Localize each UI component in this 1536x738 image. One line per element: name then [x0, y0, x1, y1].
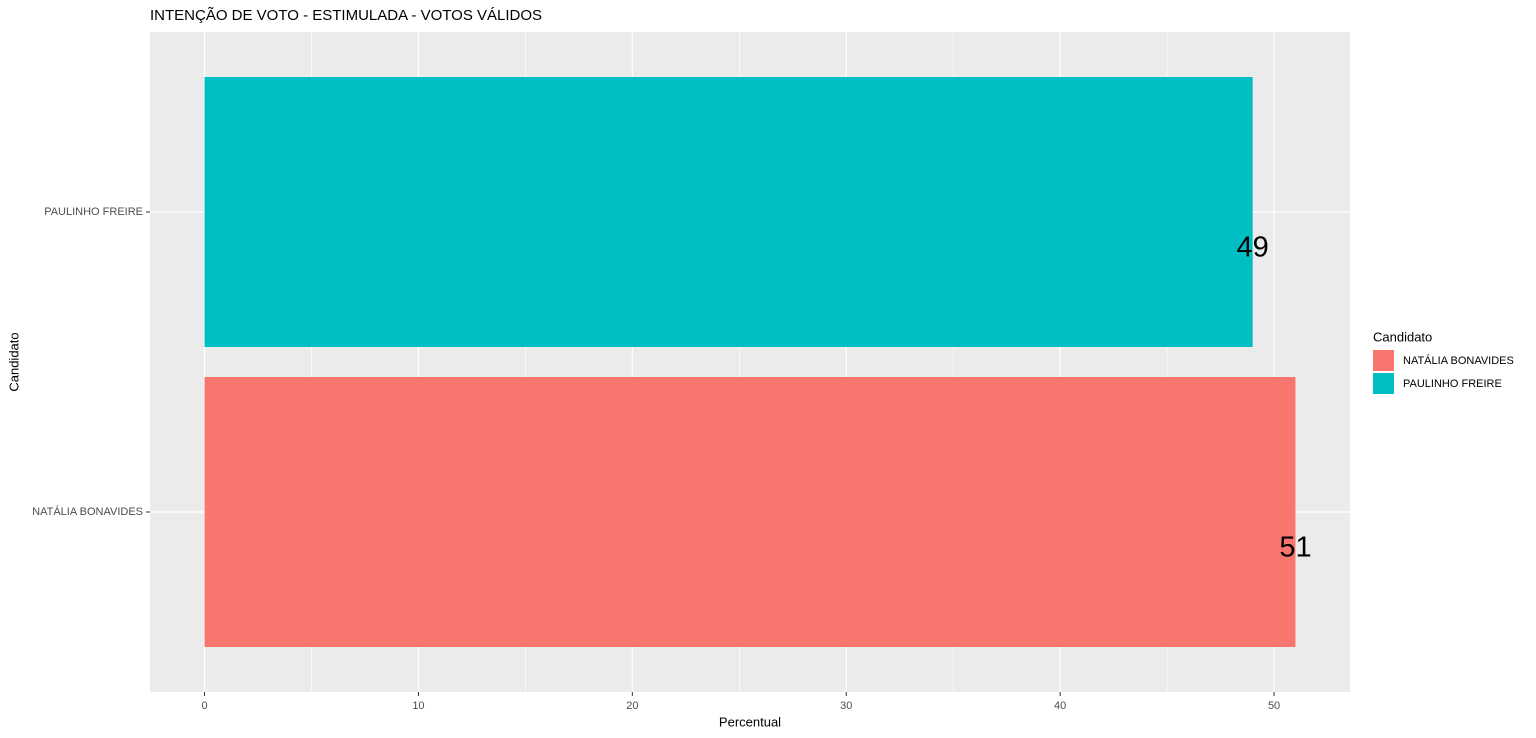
x-tick-label: 50 — [1268, 700, 1280, 712]
x-tick-label: 0 — [201, 700, 207, 712]
bar — [204, 377, 1296, 647]
bar — [204, 77, 1253, 347]
x-tick-label: 10 — [412, 700, 424, 712]
x-tick-label: 20 — [626, 700, 638, 712]
data-label: 49 — [1237, 232, 1269, 264]
chart-title: INTENÇÃO DE VOTO - ESTIMULADA - VOTOS VÁ… — [150, 7, 542, 24]
legend-label: NATÁLIA BONAVIDES — [1403, 354, 1514, 367]
y-axis-label: Candidato — [6, 332, 21, 391]
y-tick-label: NATÁLIA BONAVIDES — [32, 505, 143, 518]
legend-key — [1373, 373, 1394, 394]
legend-label: PAULINHO FREIRE — [1403, 378, 1502, 390]
y-tick-label: PAULINHO FREIRE — [44, 206, 143, 218]
data-label: 51 — [1279, 532, 1311, 564]
x-tick-label: 30 — [840, 700, 852, 712]
legend-key — [1373, 350, 1394, 371]
legend-title: Candidato — [1373, 329, 1432, 344]
x-axis-label: Percentual — [719, 714, 781, 729]
x-tick-label: 40 — [1054, 700, 1066, 712]
